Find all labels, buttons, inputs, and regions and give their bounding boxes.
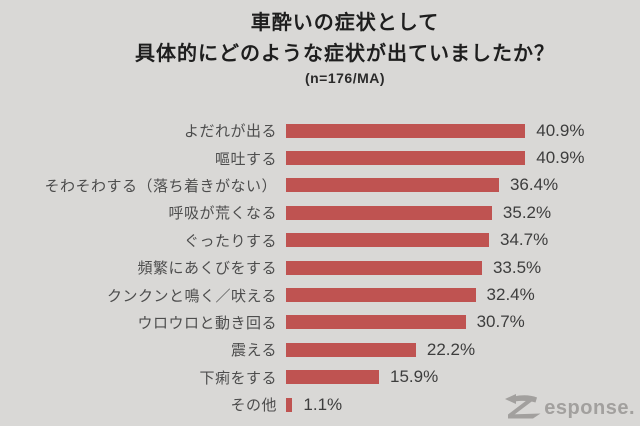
value-label: 22.2% xyxy=(426,339,476,359)
value-label: 35.2% xyxy=(502,202,552,222)
chart-row: その他 1.1% xyxy=(0,391,640,418)
response-logo-r-arrow-icon xyxy=(505,394,541,419)
bar xyxy=(286,342,416,357)
chart-row: ウロウロと動き回る 30.7% xyxy=(0,309,640,336)
chart-row: 震える 22.2% xyxy=(0,336,640,363)
bar xyxy=(286,151,526,166)
chart-header: 車酔いの症状として 具体的にどのような症状が出ていましたか？ (n=176/MA… xyxy=(50,12,640,86)
value-label: 32.4% xyxy=(486,285,535,305)
chart-row: 呼吸が荒くなる 35.2% xyxy=(0,199,640,226)
category-label: 嘔吐する xyxy=(214,150,277,168)
chart-title-line2: 具体的にどのような症状が出ていましたか？ xyxy=(135,43,555,65)
chart-row: 頻繁にあくびをする 33.5% xyxy=(0,254,640,281)
bar xyxy=(286,123,526,138)
category-label: そわそわする（落ち着きがない） xyxy=(44,177,277,195)
chart-rows: よだれが出る 40.9% 嘔吐する 40.9% そわそわする（落ち着きがない） … xyxy=(0,117,640,418)
value-label: 1.1% xyxy=(303,394,343,414)
sample-size-note: (n=176/MA) xyxy=(304,70,386,86)
value-label: 34.7% xyxy=(499,230,549,250)
value-label: 15.9% xyxy=(390,367,439,387)
category-label: その他 xyxy=(230,397,277,415)
bar xyxy=(286,397,293,412)
response-logo: esponse. xyxy=(504,394,635,419)
value-label: 40.9% xyxy=(536,120,585,140)
category-label: 頻繁にあくびをする xyxy=(137,260,277,278)
bar xyxy=(286,205,492,220)
chart-row: クンクンと鳴く／吠える 32.4% xyxy=(0,281,640,308)
response-logo-text: esponse. xyxy=(544,397,635,419)
chart-row: 下痢をする 15.9% xyxy=(0,364,640,391)
bar xyxy=(286,178,499,193)
chart-row: 嘔吐する 40.9% xyxy=(0,144,640,171)
chart-row: そわそわする（落ち着きがない） 36.4% xyxy=(0,172,640,199)
category-label: ウロウロと動き回る xyxy=(137,314,277,332)
category-label: ぐったりする xyxy=(183,232,277,250)
bar xyxy=(286,233,489,248)
category-label: 呼吸が荒くなる xyxy=(168,205,277,223)
value-label: 40.9% xyxy=(536,148,585,168)
value-label: 30.7% xyxy=(476,312,525,332)
bar xyxy=(286,288,476,303)
bar xyxy=(286,370,379,385)
category-label: 震える xyxy=(230,342,277,360)
category-label: 下痢をする xyxy=(199,369,277,387)
category-label: クンクンと鳴く／吠える xyxy=(106,287,277,305)
bar xyxy=(286,260,482,275)
value-label: 36.4% xyxy=(509,175,559,195)
value-label: 33.5% xyxy=(492,257,542,277)
chart-row: よだれが出る 40.9% xyxy=(0,117,640,144)
chart-title-line1: 車酔いの症状として xyxy=(250,12,440,34)
category-label: よだれが出る xyxy=(183,123,277,141)
chart-row: ぐったりする 34.7% xyxy=(0,227,640,254)
bar xyxy=(286,315,466,330)
